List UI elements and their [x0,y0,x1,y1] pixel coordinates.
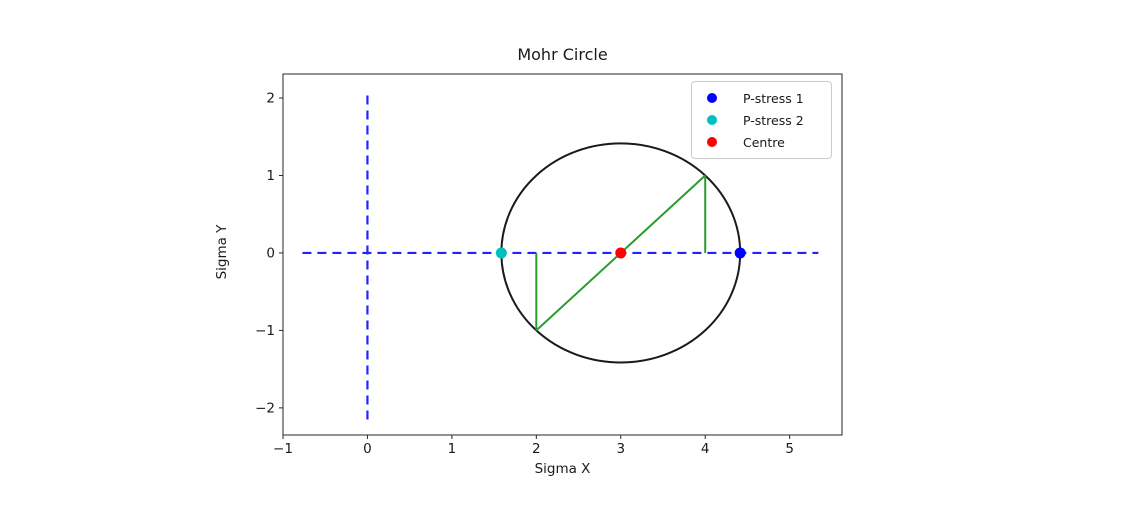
y-axis-label: Sigma Y [214,224,230,280]
legend-marker-icon [707,93,717,103]
legend-entry: Centre [692,131,831,153]
y-tick-label: 2 [266,91,275,107]
x-tick-label: 4 [701,441,710,457]
x-tick-label: −1 [273,441,293,457]
y-tick-label: 0 [266,245,275,261]
axes-spines [282,73,843,436]
legend-entry: P-stress 1 [692,87,831,109]
data-point-p-stress-1 [734,247,746,259]
legend-label: P-stress 2 [743,112,804,128]
y-tick-label: −1 [255,323,275,339]
legend-marker-icon [707,137,717,147]
x-tick-label: 2 [532,441,541,457]
legend-label: P-stress 1 [743,90,804,106]
legend-label: Centre [743,134,785,150]
y-tick-label: 1 [266,168,275,184]
legend: P-stress 1 P-stress 2 Centre [691,81,832,159]
data-point-centre [615,247,627,259]
x-axis-label: Sigma X [534,461,591,477]
y-tick-label: −2 [255,400,275,416]
x-tick-label: 1 [448,441,457,457]
legend-entry: P-stress 2 [692,109,831,131]
chart-title: Mohr Circle [517,45,608,64]
legend-marker-icon [707,115,717,125]
x-tick-label: 5 [785,441,794,457]
x-tick-label: 0 [363,441,372,457]
data-point-p-stress-2 [495,247,507,259]
x-tick-label: 3 [616,441,625,457]
